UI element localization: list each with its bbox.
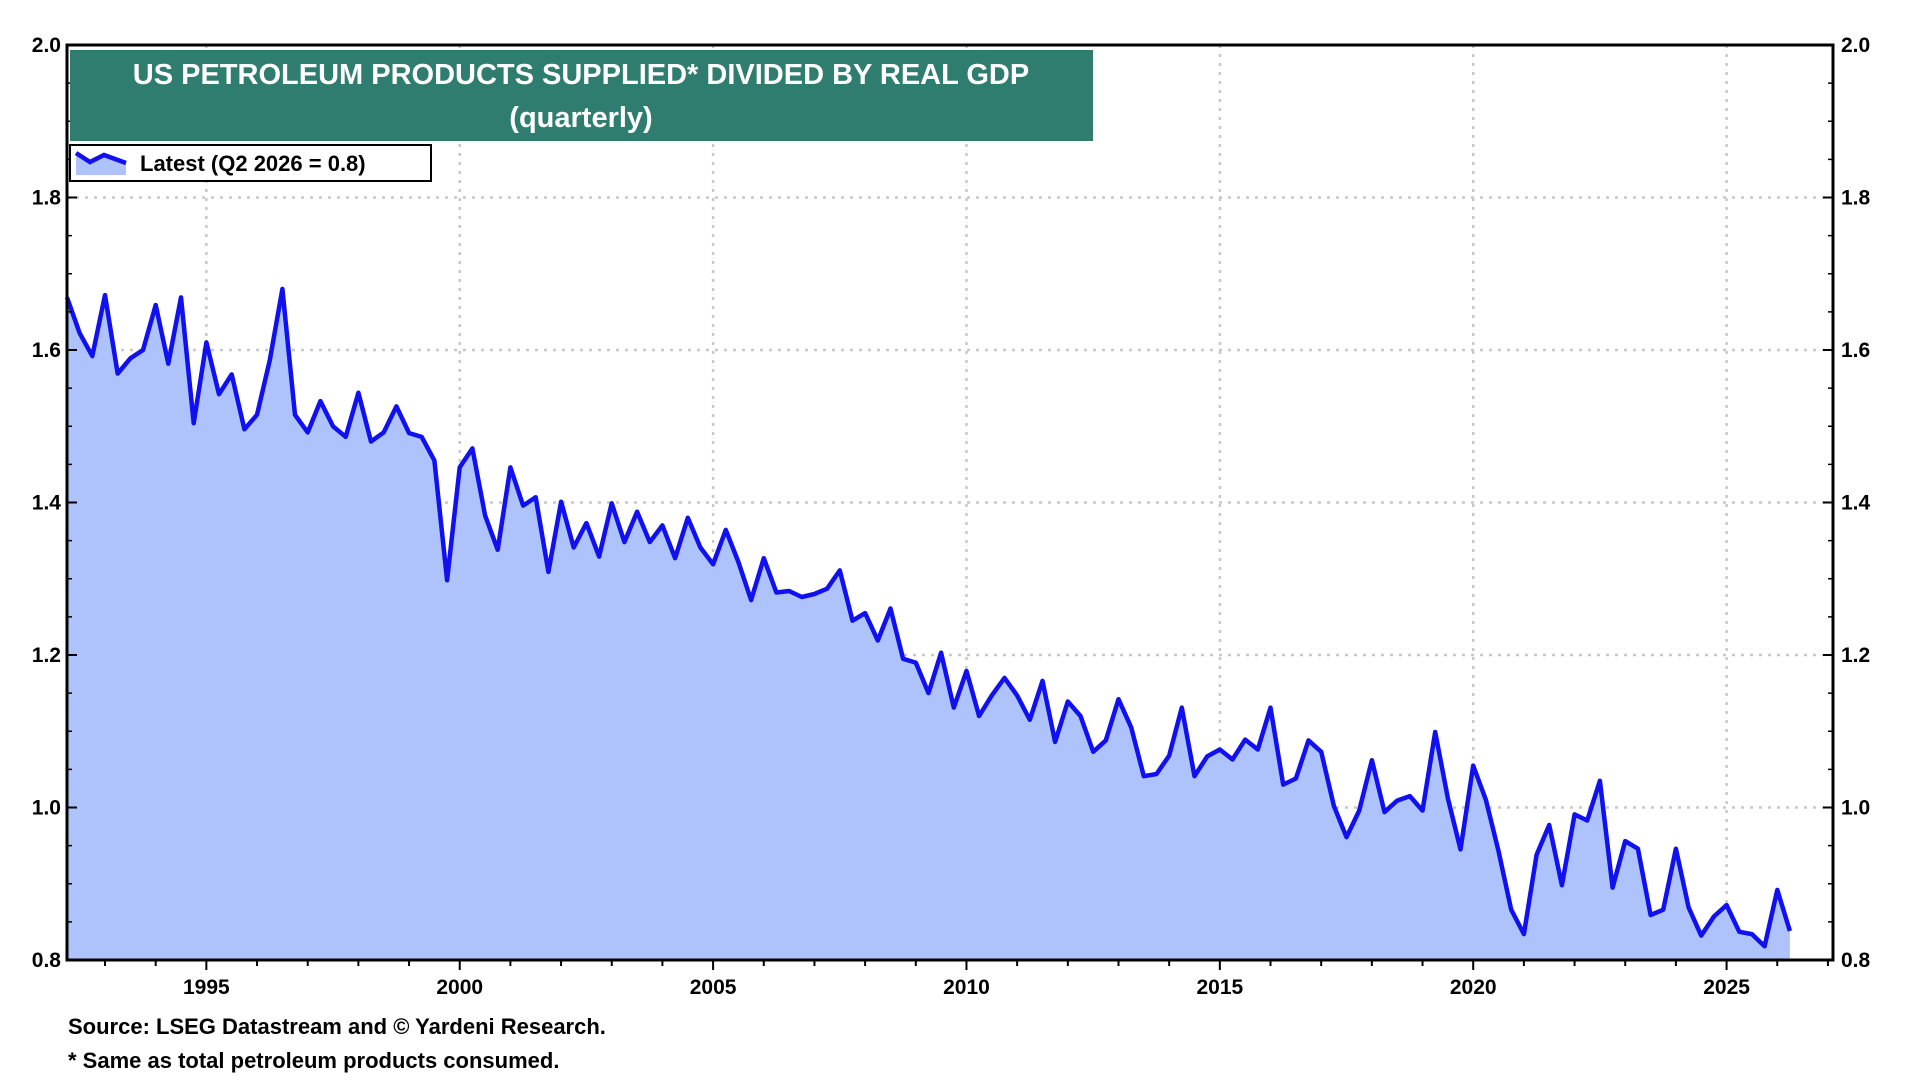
- legend: Latest (Q2 2026 = 0.8): [69, 144, 432, 182]
- axis-ticks: [67, 44, 1833, 970]
- y-tick-label-right: 2.0: [1841, 34, 1870, 57]
- y-tick-label-left: 1.0: [32, 797, 61, 820]
- x-tick-label: 1995: [183, 976, 230, 999]
- x-tick-label: 2010: [943, 976, 990, 999]
- x-tick-label: 2000: [436, 976, 483, 999]
- series-area-fill: [67, 289, 1790, 960]
- y-tick-label-left: 1.6: [32, 339, 61, 362]
- y-tick-label-left: 1.4: [32, 492, 62, 515]
- chart-subtitle: (quarterly): [509, 102, 652, 134]
- x-tick-label: 2005: [690, 976, 737, 999]
- legend-box: [69, 144, 432, 182]
- y-tick-label-right: 1.2: [1841, 644, 1870, 667]
- y-tick-label-left: 1.8: [32, 187, 62, 210]
- y-tick-label-right: 1.0: [1841, 797, 1870, 820]
- x-tick-label: 2025: [1703, 976, 1750, 999]
- x-tick-label: 2020: [1450, 976, 1497, 999]
- y-tick-label-left: 0.8: [32, 949, 62, 972]
- legend-label: Latest (Q2 2026 = 0.8): [140, 151, 366, 176]
- source-note: Source: LSEG Datastream and © Yardeni Re…: [68, 1014, 606, 1039]
- y-tick-label-right: 1.6: [1841, 339, 1870, 362]
- x-tick-label: 2015: [1196, 976, 1243, 999]
- title-box: [70, 50, 1093, 141]
- tick-labels: 0.8 0.8 1.0 1.0 1.2 1.2 1.4 1.4 1.6 1.6 1.8 1.8 2.0 2…: [32, 34, 1871, 999]
- chart-title: US PETROLEUM PRODUCTS SUPPLIED* DIVIDED …: [133, 59, 1029, 91]
- legend-swatch-line: [74, 151, 127, 166]
- y-tick-label-left: 1.2: [32, 644, 61, 667]
- y-tick-label-right: 0.8: [1841, 949, 1871, 972]
- y-tick-label-right: 1.4: [1841, 492, 1871, 515]
- y-tick-label-right: 1.8: [1841, 187, 1871, 210]
- y-tick-label-left: 2.0: [32, 34, 61, 57]
- footnote: * Same as total petroleum products consu…: [68, 1048, 559, 1073]
- data-points: [66, 288, 1791, 947]
